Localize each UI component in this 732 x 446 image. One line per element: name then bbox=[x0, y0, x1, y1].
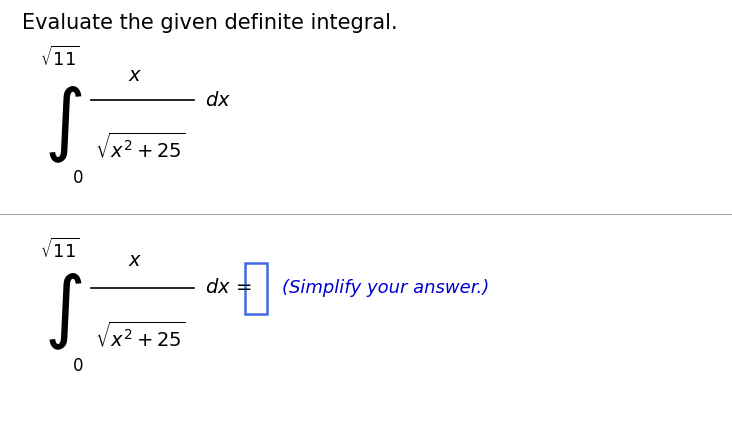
Text: $\sqrt{x^2+25}$: $\sqrt{x^2+25}$ bbox=[95, 322, 186, 351]
Text: 0: 0 bbox=[73, 357, 83, 375]
Text: $dx$ =: $dx$ = bbox=[205, 278, 252, 297]
Text: $dx$: $dx$ bbox=[205, 91, 231, 110]
Text: $x$: $x$ bbox=[128, 252, 143, 270]
Text: $\int$: $\int$ bbox=[44, 85, 82, 165]
Text: Evaluate the given definite integral.: Evaluate the given definite integral. bbox=[22, 13, 397, 33]
Text: (Simplify your answer.): (Simplify your answer.) bbox=[282, 279, 489, 297]
Text: $\int$: $\int$ bbox=[44, 272, 82, 352]
Text: 0: 0 bbox=[73, 169, 83, 187]
Text: $\sqrt{11}$: $\sqrt{11}$ bbox=[40, 238, 80, 262]
Text: $\sqrt{x^2+25}$: $\sqrt{x^2+25}$ bbox=[95, 132, 186, 162]
Text: $x$: $x$ bbox=[128, 66, 143, 85]
FancyBboxPatch shape bbox=[245, 263, 267, 314]
Text: $\sqrt{11}$: $\sqrt{11}$ bbox=[40, 46, 80, 70]
